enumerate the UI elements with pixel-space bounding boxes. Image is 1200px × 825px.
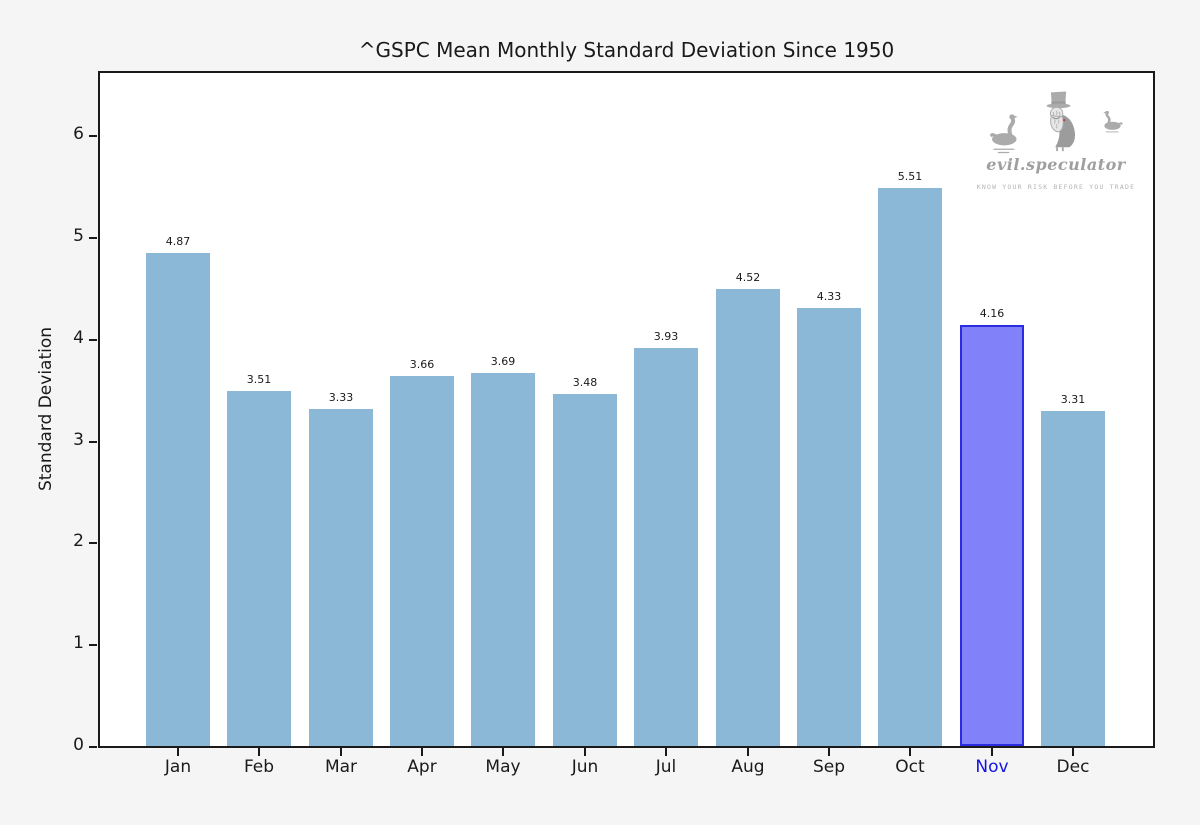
bar-jul [634, 348, 698, 746]
y-tick-label-5: 5 [73, 226, 84, 246]
x-tick-label-mar: Mar [324, 757, 358, 777]
y-tick-label-3: 3 [73, 430, 84, 450]
bar-may [471, 373, 535, 746]
y-axis-label: Standard Deviation [36, 326, 56, 492]
bar-value-label-aug: 4.52 [735, 271, 761, 284]
bar-dec [1041, 411, 1105, 746]
swan-right-icon [1103, 111, 1123, 133]
bar-aug [716, 289, 780, 746]
x-tick-label-jul: Jul [655, 757, 677, 777]
gentleman-top-hat-icon [1046, 91, 1076, 152]
x-tick-may [502, 748, 504, 756]
y-tick-3 [89, 441, 97, 443]
y-tick-label-4: 4 [73, 328, 84, 348]
x-tick-mar [340, 748, 342, 756]
plot-area: 4.87 3.51 3.33 3.66 3.69 3.48 3.93 4.52 4.33 5.51… [98, 71, 1155, 748]
y-tick-label-6: 6 [73, 124, 84, 144]
x-tick-jun [584, 748, 586, 756]
x-tick-label-oct: Oct [895, 757, 925, 777]
x-tick-feb [258, 748, 260, 756]
x-tick-jan [177, 748, 179, 756]
bar-sep [797, 308, 861, 746]
x-tick-sep [828, 748, 830, 756]
x-tick-jul [665, 748, 667, 756]
bar-mar [309, 409, 373, 746]
chart-title: ^GSPC Mean Monthly Standard Deviation Si… [358, 38, 895, 62]
x-tick-label-aug: Aug [731, 757, 765, 777]
x-tick-label-jun: Jun [571, 757, 599, 777]
swan-left-icon [990, 114, 1018, 154]
bar-value-label-may: 3.69 [490, 355, 516, 368]
bar-value-label-feb: 3.51 [246, 373, 272, 386]
x-tick-nov [991, 748, 993, 756]
y-tick-2 [89, 542, 97, 544]
x-tick-label-jan: Jan [164, 757, 192, 777]
y-tick-label-2: 2 [73, 531, 84, 551]
x-tick-label-nov: Nov [975, 757, 1009, 777]
bar-feb [227, 391, 291, 746]
logo-art [985, 91, 1127, 155]
x-tick-label-feb: Feb [243, 757, 275, 777]
y-tick-1 [89, 644, 97, 646]
logo-tagline-text: KNOW YOUR RISK BEFORE YOU TRADE [976, 183, 1136, 191]
y-tick-label-1: 1 [73, 633, 84, 653]
y-tick-0 [89, 746, 97, 748]
bar-value-label-jul: 3.93 [653, 330, 679, 343]
bar-value-label-jun: 3.48 [572, 376, 598, 389]
bar-value-label-mar: 3.33 [328, 391, 354, 404]
bars-layer: 4.87 3.51 3.33 3.66 3.69 3.48 3.93 4.52 4.33 5.51… [100, 73, 1153, 746]
bar-jun [553, 394, 617, 746]
x-tick-oct [909, 748, 911, 756]
bar-value-label-jan: 4.87 [165, 235, 191, 248]
x-tick-label-dec: Dec [1056, 757, 1090, 777]
x-tick-label-apr: Apr [407, 757, 437, 777]
x-tick-label-sep: Sep [812, 757, 846, 777]
bar-value-label-oct: 5.51 [897, 170, 923, 183]
x-tick-apr [421, 748, 423, 756]
x-tick-dec [1072, 748, 1074, 756]
bar-apr [390, 376, 454, 746]
x-tick-aug [747, 748, 749, 756]
bar-value-label-sep: 4.33 [816, 290, 842, 303]
y-tick-4 [89, 339, 97, 341]
bar-jan [146, 253, 210, 746]
logo-watermark: evil.speculator KNOW YOUR RISK BEFORE YO… [977, 91, 1134, 201]
bar-value-label-dec: 3.31 [1060, 393, 1086, 406]
bar-nov [960, 325, 1024, 746]
x-tick-label-may: May [485, 757, 521, 777]
y-tick-6 [89, 135, 97, 137]
bar-value-label-apr: 3.66 [409, 358, 435, 371]
bar-oct [878, 188, 942, 746]
logo-brand-text: evil.speculator [986, 155, 1126, 174]
bar-value-label-nov: 4.16 [979, 307, 1005, 320]
y-tick-label-0: 0 [73, 735, 84, 755]
y-tick-5 [89, 237, 97, 239]
